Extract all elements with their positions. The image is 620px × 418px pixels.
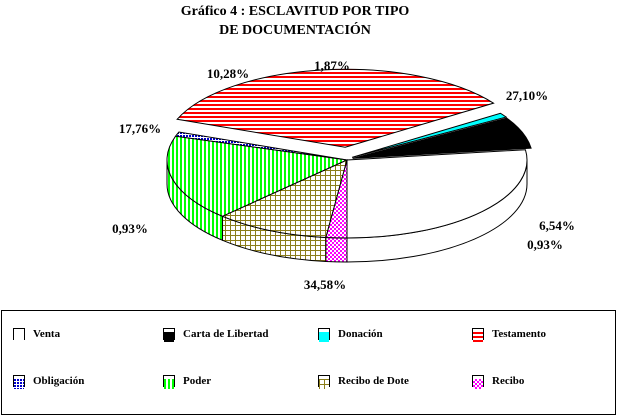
legend-item-recibo: Recibo xyxy=(472,373,524,389)
legend-swatch xyxy=(163,375,175,389)
data-label-recibo-de-dote: 10,28% xyxy=(207,66,249,81)
chart-title-line-1: Gráfico 4 : ESCLAVITUD POR TIPO xyxy=(180,4,410,19)
pie-slice-recibo-de-dote xyxy=(221,159,348,238)
legend-swatch xyxy=(472,375,484,389)
legend-swatch xyxy=(13,375,25,389)
pie-slice-donación xyxy=(351,112,508,158)
pie-slices xyxy=(166,68,532,239)
pie-slice-poder xyxy=(166,135,349,217)
data-label-recibo: 1,87% xyxy=(314,58,350,73)
data-label-carta-de-libertad: 6,54% xyxy=(539,218,575,233)
legend-swatch xyxy=(163,328,175,342)
data-label-venta: 27,10% xyxy=(506,88,548,103)
data-label-donación: 0,93% xyxy=(527,237,563,252)
pie-slice-venta xyxy=(346,149,528,239)
legend-label: Obligación xyxy=(33,375,85,387)
data-label-poder: 17,76% xyxy=(119,121,161,136)
pie-side-recibo xyxy=(325,236,348,263)
legend-item-carta-de-libertad: Carta de Libertad xyxy=(163,326,269,342)
legend-label: Carta de Libertad xyxy=(183,328,269,340)
legend-swatch xyxy=(472,328,484,342)
legend-item-recibo-de-dote: Recibo de Dote xyxy=(318,373,409,389)
legend-label: Testamento xyxy=(492,328,546,340)
pie-slice-testamento xyxy=(176,68,495,148)
legend-label: Recibo xyxy=(492,375,525,387)
chart-legend: Venta Carta de Libertad Donación Testamento… xyxy=(1,310,616,415)
legend-label: Poder xyxy=(183,375,212,387)
pie-data-labels: 27,10% 6,54% 0,93% 34,58% 0,93% 17,76% 10,28% 1… xyxy=(112,58,575,292)
legend-label: Donación xyxy=(338,328,383,340)
legend-label: Recibo de Dote xyxy=(338,375,409,387)
legend-swatch xyxy=(13,328,25,342)
legend-item-obligación: Obligación xyxy=(13,373,84,389)
legend-label: Venta xyxy=(33,328,61,340)
pie-slice-recibo xyxy=(325,159,348,239)
pie-slice-carta-de-libertad xyxy=(352,117,532,159)
pie-chart: 27,10% 6,54% 0,93% 34,58% 0,93% 17,76% 10,28% 1… xyxy=(112,58,575,292)
legend-item-poder: Poder xyxy=(163,373,211,389)
legend-item-testamento: Testamento xyxy=(472,326,546,342)
legend-swatch xyxy=(318,328,330,342)
data-label-testamento: 34,58% xyxy=(304,277,346,292)
legend-item-venta: Venta xyxy=(13,326,60,342)
legend-item-donación: Donación xyxy=(318,326,383,342)
data-label-obligación: 0,93% xyxy=(112,221,148,236)
chart-title-line-2: DE DOCUMENTACIÓN xyxy=(219,23,371,38)
legend-swatch xyxy=(318,375,330,389)
chart-title: Gráfico 4 : ESCLAVITUD POR TIPO DE DOCUM… xyxy=(0,2,590,40)
